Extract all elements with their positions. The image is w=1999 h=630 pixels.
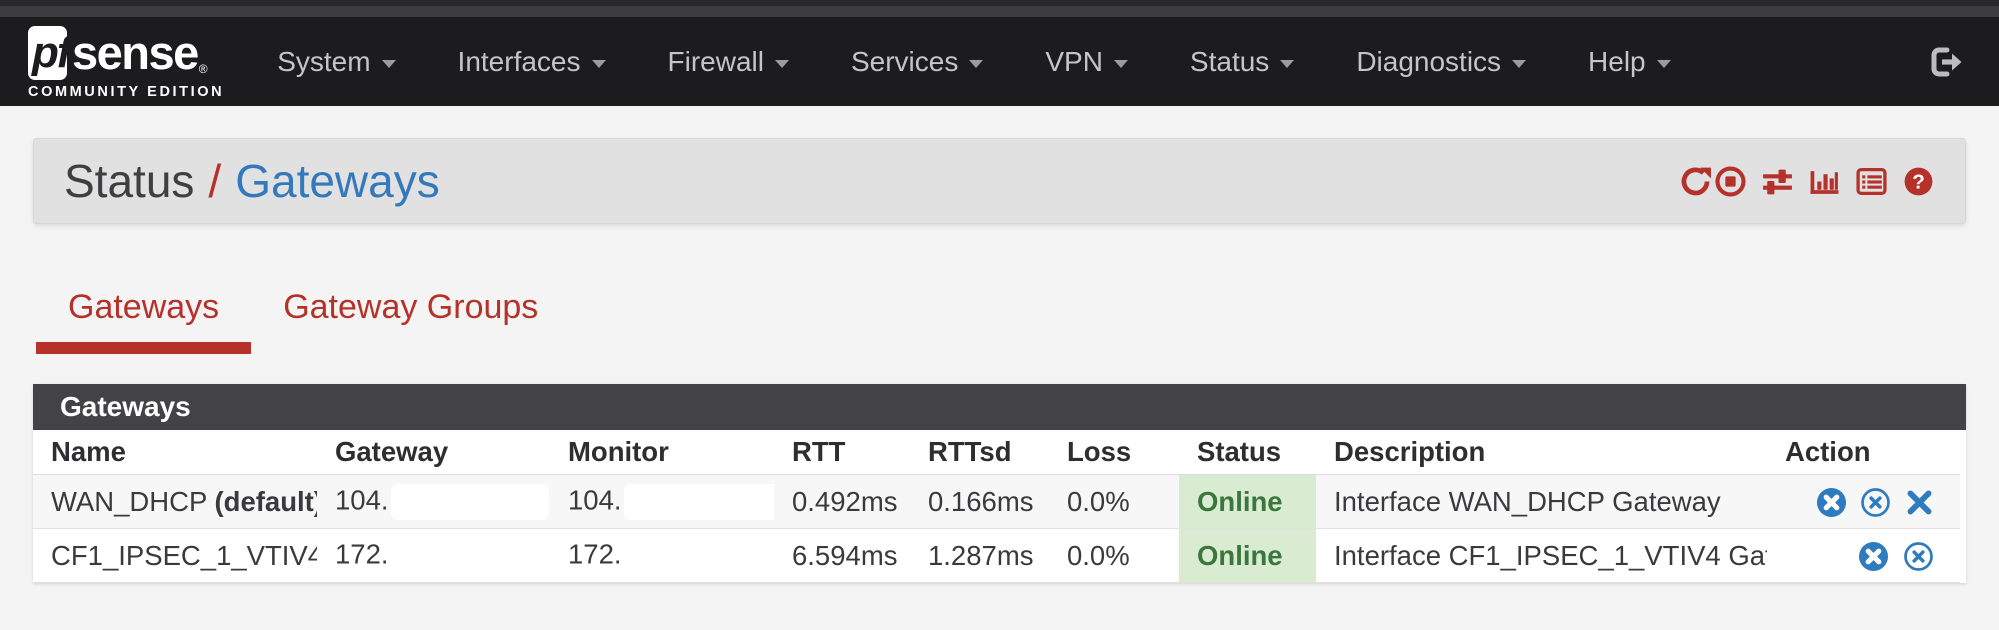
- nav-menu: System Interfaces Firewall Services VPN …: [246, 17, 1701, 106]
- col-header-rtt: RTT: [774, 430, 910, 475]
- chevron-down-icon: [969, 59, 984, 68]
- nav-item-vpn[interactable]: VPN: [1014, 17, 1159, 106]
- pf-logo-text: pf: [32, 27, 72, 77]
- col-header-rttsd: RTTsd: [910, 430, 1049, 475]
- window-top-strip: [0, 0, 1999, 6]
- redacted-ip: [390, 483, 549, 520]
- breadcrumb: Status / Gateways: [33, 138, 1966, 224]
- tab-bar: Gateways Gateway Groups: [33, 286, 1966, 354]
- panel-title: Gateways: [33, 384, 1966, 430]
- page-content: Status / Gateways: [0, 138, 1999, 583]
- tab-gateway-groups[interactable]: Gateway Groups: [283, 288, 539, 326]
- gateway-description: Interface WAN_DHCP Gateway: [1316, 474, 1767, 529]
- tab-gateways[interactable]: Gateways: [36, 286, 252, 354]
- chevron-down-icon: [1656, 59, 1671, 68]
- nav-item-firewall[interactable]: Firewall: [637, 17, 820, 106]
- col-header-description: Description: [1316, 430, 1767, 475]
- gateways-panel: Gateways Name Gateway Monitor RTT RTTsd …: [33, 384, 1966, 583]
- redacted-ip: [390, 537, 549, 574]
- rttsd-value: 0.166ms: [910, 474, 1049, 529]
- times-circle-outline-icon[interactable]: [1903, 541, 1934, 572]
- row-actions: [1767, 528, 1960, 583]
- col-header-gateway: Gateway: [317, 430, 550, 475]
- chevron-down-icon: [591, 59, 606, 68]
- registered-mark: ®: [198, 61, 208, 76]
- times-circle-solid-icon[interactable]: [1858, 541, 1889, 572]
- gateways-table: Name Gateway Monitor RTT RTTsd Loss Stat…: [33, 430, 1960, 583]
- help-icon[interactable]: ?: [1902, 165, 1935, 198]
- monitor-address: 104.: [550, 474, 774, 529]
- window-title-strip: [0, 6, 1999, 17]
- gateway-description: Interface CF1_IPSEC_1_VTIV4 Gateway: [1316, 528, 1767, 583]
- col-header-monitor: Monitor: [550, 430, 774, 475]
- table-row: CF1_IPSEC_1_VTIV4 172. 172. 6.594ms 1.28…: [33, 528, 1960, 583]
- stop-icon[interactable]: [1714, 165, 1747, 198]
- pf-logo-box: pf: [28, 25, 72, 80]
- refresh-icon[interactable]: [1679, 165, 1712, 198]
- breadcrumb-section: Status: [64, 155, 195, 207]
- sliders-icon[interactable]: [1761, 165, 1794, 198]
- chevron-down-icon: [1113, 59, 1128, 68]
- rtt-value: 0.492ms: [774, 474, 910, 529]
- chevron-down-icon: [774, 59, 789, 68]
- gateway-name: CF1_IPSEC_1_VTIV4: [33, 528, 317, 583]
- row-actions: [1767, 474, 1960, 529]
- pfsense-logo[interactable]: pf sense ® COMMUNITY EDITION: [28, 24, 224, 100]
- table-list-icon[interactable]: [1855, 165, 1888, 198]
- nav-item-services[interactable]: Services: [820, 17, 1014, 106]
- monitor-address: 172.: [550, 528, 774, 583]
- gateway-name: WAN_DHCP (default): [33, 474, 318, 529]
- status-badge: Online: [1179, 528, 1316, 583]
- loss-value: 0.0%: [1049, 474, 1179, 529]
- table-row: WAN_DHCP (default) 104. 104. 0.492ms 0.1…: [33, 474, 1960, 529]
- top-navbar: pf sense ® COMMUNITY EDITION System Inte…: [0, 17, 1999, 106]
- col-header-name: Name: [33, 430, 317, 475]
- nav-item-interfaces[interactable]: Interfaces: [427, 17, 637, 106]
- col-header-status: Status: [1179, 430, 1316, 475]
- bar-chart-icon[interactable]: [1808, 165, 1841, 198]
- loss-value: 0.0%: [1049, 528, 1179, 583]
- redacted-ip: [623, 537, 774, 574]
- default-tag: (default): [214, 485, 318, 517]
- gateway-address: 172.: [317, 528, 550, 583]
- table-header-row: Name Gateway Monitor RTT RTTsd Loss Stat…: [33, 430, 1960, 475]
- breadcrumb-actions: ?: [1679, 165, 1935, 198]
- nav-item-diagnostics[interactable]: Diagnostics: [1325, 17, 1557, 106]
- status-badge: Online: [1179, 474, 1316, 529]
- sign-out-icon: [1931, 47, 1962, 76]
- nav-item-system[interactable]: System: [246, 17, 426, 106]
- gateway-address: 104.: [317, 474, 550, 529]
- logout-button[interactable]: [1927, 45, 1963, 79]
- redacted-ip: [623, 483, 774, 520]
- sense-logo-text: sense: [72, 25, 199, 79]
- col-header-loss: Loss: [1049, 430, 1179, 475]
- chevron-down-icon: [1280, 59, 1295, 68]
- times-circle-outline-icon[interactable]: [1860, 487, 1891, 518]
- times-icon[interactable]: [1905, 488, 1934, 517]
- chevron-down-icon: [1512, 59, 1527, 68]
- col-header-action: Action: [1767, 430, 1960, 475]
- breadcrumb-separator: /: [208, 155, 222, 207]
- svg-text:?: ?: [1912, 170, 1925, 193]
- times-circle-solid-icon[interactable]: [1816, 487, 1847, 518]
- nav-item-help[interactable]: Help: [1557, 17, 1702, 106]
- nav-item-status[interactable]: Status: [1159, 17, 1325, 106]
- chevron-down-icon: [381, 59, 396, 68]
- rtt-value: 6.594ms: [774, 528, 910, 583]
- community-edition-label: COMMUNITY EDITION: [28, 83, 225, 100]
- breadcrumb-page-link[interactable]: Gateways: [235, 155, 440, 207]
- rttsd-value: 1.287ms: [910, 528, 1049, 583]
